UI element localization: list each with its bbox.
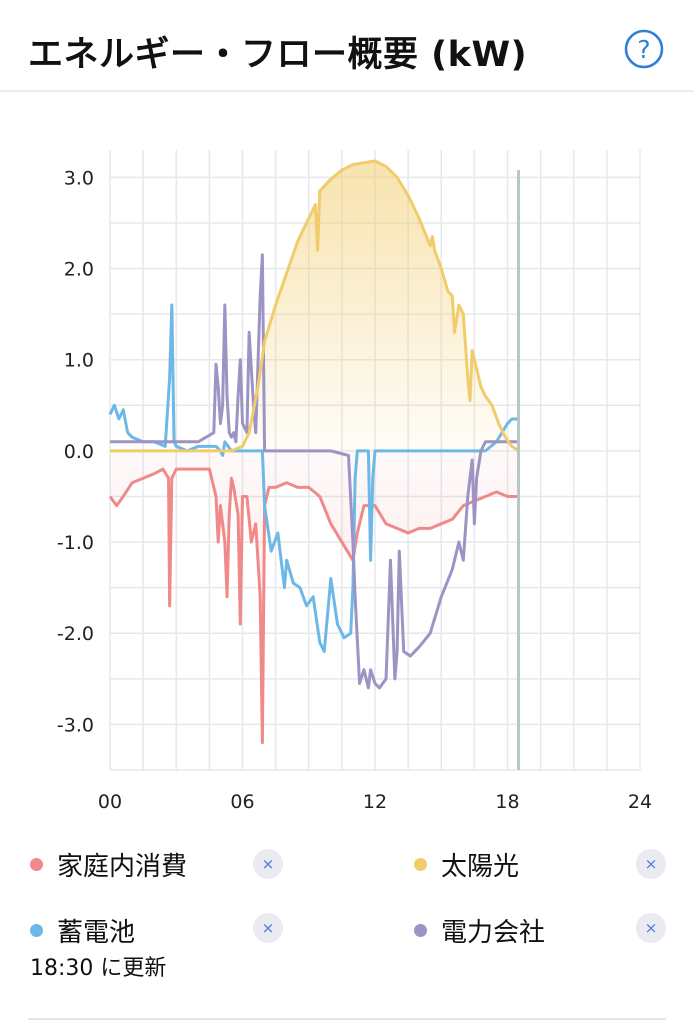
home-consumption-area <box>110 450 519 743</box>
close-icon[interactable]: × <box>253 913 283 943</box>
battery-line <box>108 303 519 653</box>
help-icon[interactable]: ? <box>624 29 664 69</box>
header: エネルギー・フロー概要 (kW) ? <box>0 0 694 92</box>
svg-text:?: ? <box>637 35 650 64</box>
y-tick-label: 0.0 <box>64 441 94 463</box>
legend-label: 蓄電池 <box>57 917 136 948</box>
x-tick-label: 06 <box>230 791 254 813</box>
x-tick-label: 12 <box>363 791 387 813</box>
y-tick-label: 2.0 <box>64 259 94 281</box>
legend-item-grid: 電力会社 <box>414 908 545 952</box>
chart-area: 3.0 2.0 1.0 0.0 -1.0 -2.0 -3.0 00 06 12 18 24 <box>0 130 694 820</box>
legend-label: 家庭内消費 <box>57 851 188 882</box>
page-title: エネルギー・フロー概要 (kW) <box>28 35 528 75</box>
divider <box>28 1018 666 1020</box>
y-tick-label: -1.0 <box>57 532 94 554</box>
home-consumption-line <box>108 467 519 745</box>
legend-swatch <box>414 923 427 937</box>
y-tick-label: -2.0 <box>57 623 94 645</box>
legend-swatch <box>30 923 43 937</box>
solar-line <box>110 159 520 453</box>
legend-swatch <box>414 857 427 871</box>
legend-swatch <box>30 857 43 871</box>
close-icon[interactable]: × <box>636 849 666 879</box>
legend-item-solar: 太陽光 <box>414 842 519 886</box>
grid-line <box>110 253 519 690</box>
y-tick-label: 1.0 <box>64 350 94 372</box>
last-updated-text: 18:30 に更新 <box>30 956 167 981</box>
x-tick-label: 00 <box>98 791 122 813</box>
legend-label: 太陽光 <box>441 851 520 882</box>
x-tick-label: 24 <box>628 791 652 813</box>
legend-item-battery: 蓄電池 <box>30 908 135 952</box>
close-icon[interactable]: × <box>253 849 283 879</box>
legend-label: 電力会社 <box>441 917 546 948</box>
y-tick-label: -3.0 <box>57 714 94 736</box>
y-tick-label: 3.0 <box>64 167 94 189</box>
close-icon[interactable]: × <box>636 913 666 943</box>
solar-area <box>110 160 519 451</box>
legend-item-home-consumption: 家庭内消費 <box>30 842 187 886</box>
energy-flow-chart: 3.0 2.0 1.0 0.0 -1.0 -2.0 -3.0 00 06 12 18 24 <box>57 150 652 813</box>
legend: 家庭内消費 × 太陽光 × 蓄電池 × 電力会社 × <box>0 838 694 988</box>
x-tick-label: 18 <box>495 791 519 813</box>
